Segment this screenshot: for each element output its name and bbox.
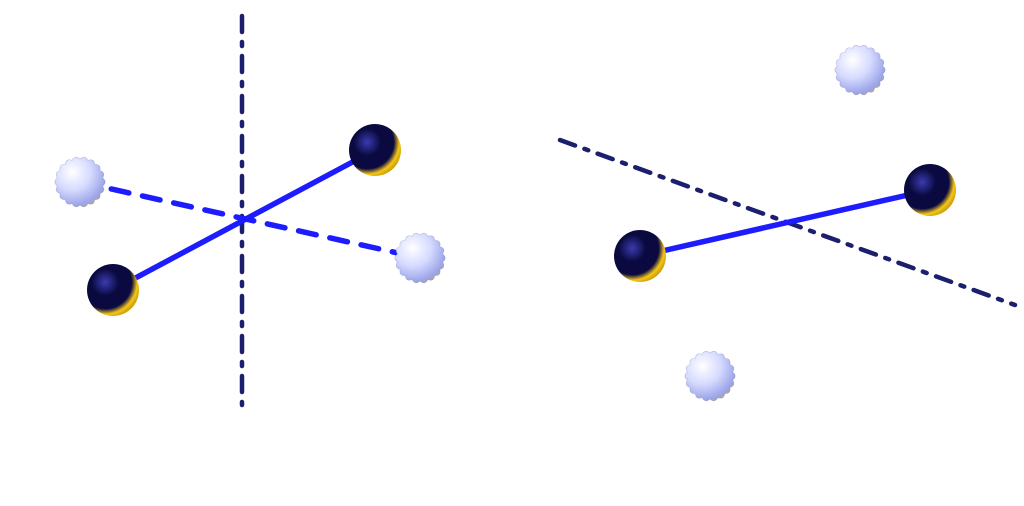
left-bond-dashed [80, 182, 420, 258]
right-ghost-sphere-0 [835, 45, 885, 95]
left-solid-sphere-0 [87, 264, 139, 316]
right-ghost-sphere-1 [685, 351, 735, 401]
left-ghost-sphere-1 [395, 233, 445, 283]
right-solid-sphere-0 [614, 230, 666, 282]
left-solid-sphere-1 [349, 124, 401, 176]
diagram-canvas [0, 0, 1024, 506]
left-ghost-sphere-0 [55, 157, 105, 207]
right-bond-solid [640, 190, 930, 256]
right-solid-sphere-1 [904, 164, 956, 216]
